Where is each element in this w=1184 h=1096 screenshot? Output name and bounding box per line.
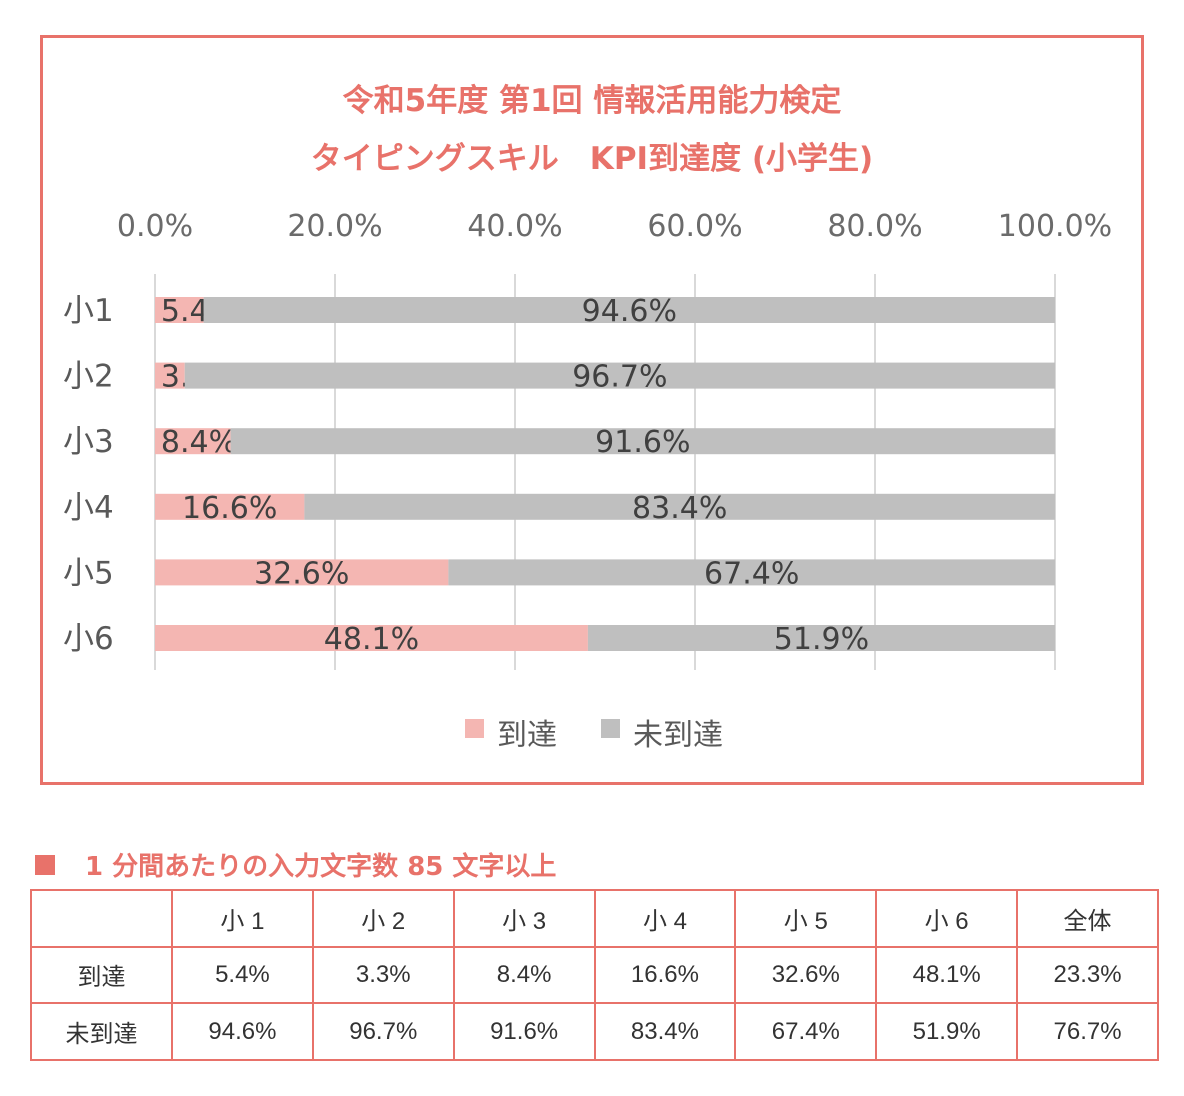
bar-segment-not-reached	[448, 559, 1055, 586]
table-cell: 94.6%	[171, 1002, 314, 1061]
x-tick-label: 0.0%	[117, 209, 193, 244]
category-label: 小4	[63, 490, 114, 526]
table-cell: 91.6%	[452, 1002, 596, 1061]
bar-segment-reached	[155, 625, 588, 651]
category-label: 小2	[63, 359, 114, 395]
category-label: 小3	[63, 424, 114, 460]
table-cell: 小 2	[311, 889, 455, 948]
x-tick-label: 100.0%	[998, 209, 1112, 244]
table-cell: 96.7%	[311, 1002, 455, 1061]
table-cell: 16.6%	[593, 945, 737, 1005]
bar-segment-reached	[155, 559, 449, 586]
legend-swatch	[465, 719, 484, 738]
table-cell: 未到達	[30, 1002, 173, 1061]
category-label: 小5	[63, 555, 114, 591]
table-cell: 67.4%	[734, 1002, 878, 1061]
section-heading-text: 1 分間あたりの入力文字数 85 文字以上	[85, 852, 557, 882]
table-cell: 全体	[1016, 889, 1159, 948]
x-tick-label: 40.0%	[467, 209, 562, 244]
bar-segment-reached	[155, 362, 185, 389]
data-label: 91.6%	[595, 425, 690, 460]
table-cell: 51.9%	[875, 1002, 1019, 1061]
table-cell: 76.7%	[1016, 1002, 1159, 1061]
table-cell: 8.4%	[452, 945, 596, 1005]
bar-segment-not-reached	[304, 493, 1055, 520]
data-label: 67.4%	[704, 556, 799, 591]
legend-swatch	[601, 719, 620, 738]
table-row: 到達 5.4% 3.3% 8.4% 16.6% 32.6% 48.1% 23.3%	[30, 945, 1159, 1005]
bar-segment-not-reached	[203, 297, 1056, 323]
x-tick-label: 60.0%	[647, 209, 742, 244]
section-heading: 1 分間あたりの入力文字数 85 文字以上	[35, 846, 556, 883]
chart-title-line-1: 令和5年度 第1回 情報活用能力検定	[342, 83, 842, 119]
table-cell: 小 1	[171, 889, 314, 948]
bar-segment-reached	[155, 297, 204, 323]
table-cell: 83.4%	[593, 1002, 737, 1061]
category-label: 小6	[63, 621, 114, 657]
table-cell: 小 3	[452, 889, 596, 948]
bar-segment-reached	[155, 428, 231, 455]
chart-frame: 令和5年度 第1回 情報活用能力検定 タイピングスキル KPI到達度 (小学生)…	[40, 35, 1144, 785]
table-cell: 48.1%	[875, 945, 1019, 1005]
table-cell: 到達	[30, 945, 173, 1005]
data-label: 83.4%	[632, 491, 727, 526]
table-cell: 小 4	[593, 889, 737, 948]
stacked-bar-chart: 0.0% 20.0% 40.0% 60.0% 80.0% 100.0%小1 5.4% 94.6…	[63, 209, 1112, 753]
data-label: 32.6%	[254, 556, 349, 591]
table-cell: 32.6%	[734, 945, 878, 1005]
bar-segment-not-reached	[587, 625, 1055, 651]
data-label: 8.4%	[161, 425, 237, 460]
data-label: 51.9%	[774, 622, 869, 657]
table-row: 未到達 94.6% 96.7% 91.6% 83.4% 67.4% 51.9% 76.7%	[30, 1002, 1159, 1061]
table-cell: 3.3%	[311, 945, 455, 1005]
bar-segment-not-reached	[230, 428, 1056, 455]
table-cell: 5.4%	[171, 945, 314, 1005]
bar-segment-reached	[155, 493, 305, 520]
data-label: 48.1%	[324, 622, 419, 657]
table-cell: 23.3%	[1016, 945, 1159, 1005]
data-label: 94.6%	[582, 294, 677, 329]
square-bullet-icon	[35, 854, 55, 875]
chart-title-line-2: タイピングスキル KPI到達度 (小学生)	[310, 141, 874, 177]
x-tick-label: 20.0%	[287, 209, 382, 244]
table-cell: 小 6	[875, 889, 1019, 948]
table-cell	[30, 889, 173, 948]
data-label: 96.7%	[572, 360, 667, 395]
data-label: 16.6%	[182, 491, 277, 526]
category-label: 小1	[63, 293, 114, 329]
legend-label: 到達	[497, 718, 557, 753]
x-tick-label: 80.0%	[827, 209, 922, 244]
legend-label: 未到達	[633, 718, 723, 753]
bar-segment-not-reached	[184, 362, 1055, 389]
table-cell: 小 5	[734, 889, 878, 948]
